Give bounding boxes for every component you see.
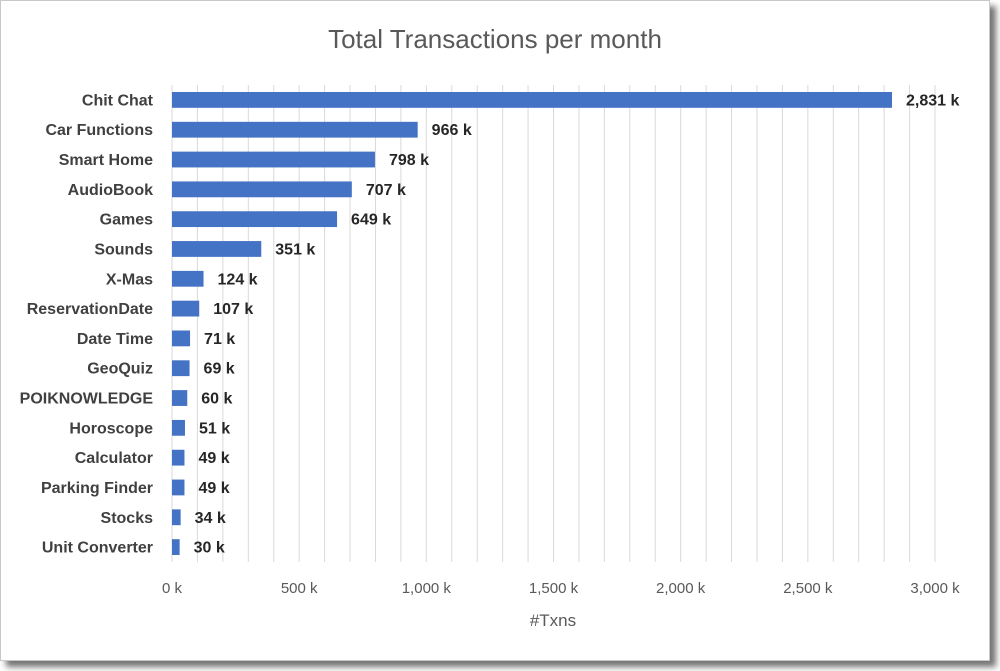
data-label: 707 k: [366, 182, 406, 199]
chart-frame: [0, 0, 990, 661]
bar: [172, 479, 185, 496]
x-axis-label: #Txns: [530, 611, 576, 630]
category-label: Calculator: [75, 450, 153, 467]
data-label: 351 k: [275, 241, 315, 258]
bar: [172, 211, 338, 228]
category-label: Unit Converter: [42, 540, 153, 557]
x-tick-label: 0 k: [162, 580, 183, 597]
data-label: 69 k: [204, 361, 235, 378]
data-label: 60 k: [201, 391, 232, 408]
data-label: 49 k: [198, 480, 229, 497]
category-label: Smart Home: [59, 152, 153, 169]
bar: [172, 181, 352, 198]
data-label: 798 k: [389, 152, 429, 169]
x-tick-label: 1,500 k: [529, 580, 579, 597]
category-label: ReservationDate: [27, 301, 153, 318]
data-label: 649 k: [351, 212, 391, 229]
data-label: 71 k: [204, 331, 235, 348]
category-labels: Chit Chat Car Functions Smart Home AudioBoo…: [20, 92, 154, 556]
bar: [172, 330, 191, 347]
x-tick-label: 3,000 k: [910, 580, 960, 597]
bar: [172, 151, 375, 168]
category-label: Sounds: [94, 241, 153, 258]
x-tick-label: 500 k: [281, 580, 318, 597]
x-tick-label: 2,000 k: [656, 580, 706, 597]
bar: [172, 390, 188, 406]
category-label: GeoQuiz: [87, 361, 153, 378]
data-label: 34 k: [195, 510, 226, 527]
x-axis-ticks: 0 k 500 k 1,000 k 1,500 k 2,000 k 2,500 k 3,00…: [162, 580, 960, 597]
category-label: Car Functions: [45, 122, 153, 139]
chart-title: Total Transactions per month: [328, 24, 662, 54]
category-label: Games: [100, 212, 153, 229]
bar: [172, 121, 418, 138]
bar: [172, 300, 200, 317]
data-label: 51 k: [199, 420, 230, 437]
data-label: 124 k: [218, 271, 258, 288]
data-label: 49 k: [198, 450, 229, 467]
data-label: 30 k: [194, 540, 225, 557]
x-tick-label: 1,000 k: [402, 580, 452, 597]
category-label: Stocks: [101, 510, 154, 527]
bar: [172, 509, 181, 526]
category-label: Horoscope: [69, 420, 153, 437]
bar: [172, 539, 180, 555]
category-label: Parking Finder: [41, 480, 153, 497]
bar: [172, 360, 190, 377]
bar-chart: Total Transactions per month Chit Chat Ca…: [20, 24, 960, 630]
bar: [172, 92, 893, 108]
bar: [172, 419, 185, 436]
bar: [172, 449, 185, 466]
x-tick-label: 2,500 k: [783, 580, 833, 597]
category-label: Chit Chat: [82, 92, 154, 109]
category-label: POIKNOWLEDGE: [20, 391, 154, 408]
data-label: 107 k: [213, 301, 253, 318]
data-label: 2,831 k: [906, 92, 959, 109]
category-label: Date Time: [77, 331, 153, 348]
bar: [172, 241, 262, 257]
bars: [172, 92, 893, 555]
category-label: AudioBook: [68, 182, 153, 199]
bar: [172, 270, 204, 287]
category-label: X-Mas: [106, 271, 153, 288]
data-label: 966 k: [432, 122, 472, 139]
